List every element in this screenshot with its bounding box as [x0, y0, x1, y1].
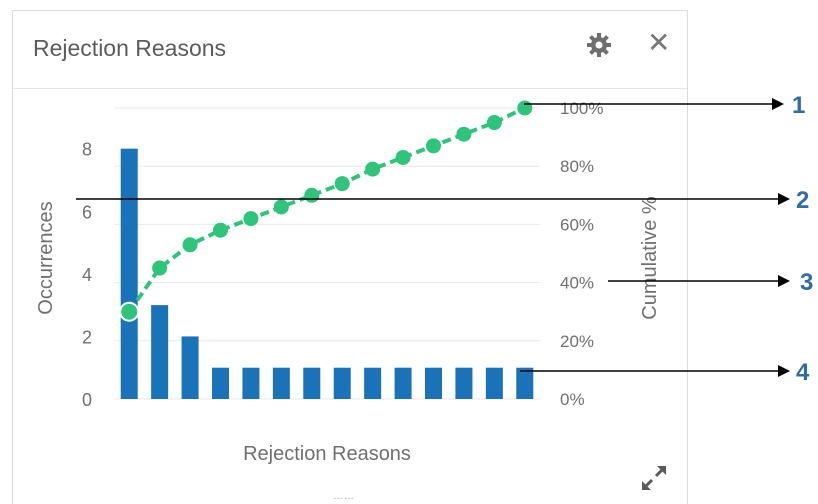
cumulative-point: [395, 149, 411, 165]
close-icon[interactable]: ✕: [647, 27, 671, 58]
bar: [333, 367, 351, 399]
cumulative-point: [273, 199, 289, 215]
bar: [516, 367, 534, 399]
y2-tick-label: 40%: [560, 274, 594, 293]
y-axis-title: Occurrences: [35, 201, 57, 314]
bar: [120, 148, 138, 399]
bar: [181, 336, 199, 399]
y2-tick-label: 0%: [560, 390, 585, 409]
panel-title: Rejection Reasons: [33, 35, 227, 61]
drag-grip[interactable]: ……: [333, 491, 355, 502]
cumulative-point: [304, 187, 320, 203]
bar: [364, 367, 382, 399]
y2-tick-label: 100%: [560, 99, 603, 118]
y2-tick-label: 60%: [560, 215, 594, 234]
cumulative-point: [486, 115, 502, 131]
y-tick-label: 4: [82, 265, 92, 285]
bar: [242, 367, 260, 399]
cumulative-point: [517, 100, 533, 116]
cumulative-point: [426, 138, 441, 154]
cumulative-point: [152, 260, 168, 276]
y2-tick-label: 80%: [560, 157, 594, 176]
bar: [212, 367, 229, 399]
bar: [485, 367, 503, 399]
panel-header: Rejection Reasons ✕: [13, 11, 687, 89]
cumulative-point: [182, 237, 198, 253]
cumulative-point: [213, 222, 228, 238]
y-tick-label: 0: [82, 390, 92, 410]
callout-arrowhead: [778, 275, 790, 287]
bar: [303, 367, 321, 399]
gear-icon[interactable]: [585, 31, 613, 59]
y-tick-label: 2: [82, 327, 92, 347]
cumulative-point: [365, 161, 381, 177]
cumulative-point: [119, 301, 140, 322]
cumulative-point: [243, 211, 259, 227]
x-axis-title: Rejection Reasons: [243, 443, 411, 465]
bar: [272, 367, 290, 399]
bar: [425, 367, 442, 399]
callout-arrowhead: [778, 365, 790, 377]
callout-number: 2: [796, 187, 809, 214]
cumulative-point: [456, 126, 472, 142]
callout-arrowhead: [772, 98, 784, 110]
expand-icon[interactable]: [639, 463, 669, 493]
callout-arrowhead: [778, 193, 790, 205]
bar: [394, 367, 412, 399]
y-tick-label: 8: [82, 140, 92, 160]
callout-number: 3: [800, 269, 813, 296]
y-tick-label: 6: [82, 202, 92, 222]
bar: [455, 367, 473, 399]
bar: [151, 305, 169, 399]
callout-number: 1: [792, 92, 805, 119]
y2-axis-title: Cumulative %: [639, 196, 661, 320]
cumulative-point: [334, 176, 350, 192]
y2-tick-label: 20%: [560, 332, 594, 351]
callout-number: 4: [796, 359, 810, 386]
